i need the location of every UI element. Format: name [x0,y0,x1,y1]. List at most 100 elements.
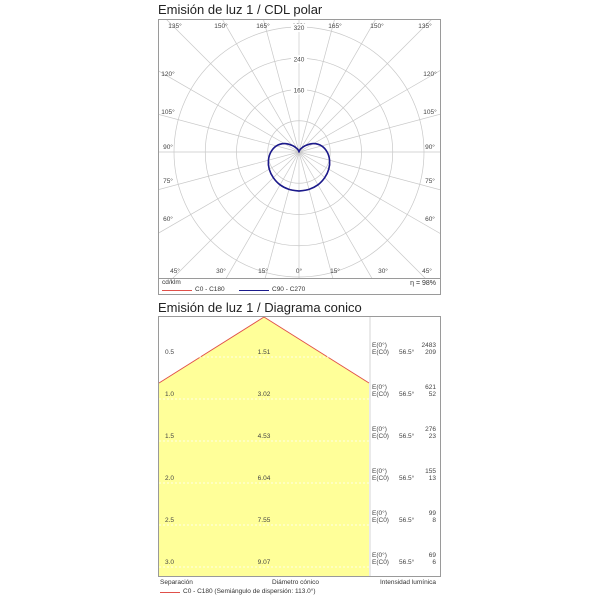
radial-label-bg [291,24,307,32]
footer-intensity-label: Intensidad lumínica [380,579,437,586]
row-half-angle: 56.5° [399,558,415,566]
footer-legend-label: C0 - C180 (Semiángulo de dispersión: 113… [183,588,316,595]
row-ec0-value: 8 [432,517,436,524]
row-e0-label: E(0°) [372,383,387,391]
row-diameter: 6.04 [258,475,271,482]
polar-spoke [298,20,432,153]
row-e0-label: E(0°) [372,551,387,559]
angle-label-left: 60° [163,215,173,223]
angle-label-right: 90° [425,143,435,151]
row-half-angle: 56.5° [399,390,415,398]
polar-spoke [298,70,440,153]
angle-label-top: 165° [256,22,270,30]
row-half-angle: 56.5° [399,474,415,482]
row-ec0-value: 13 [429,475,437,482]
angle-label-top: 150° [370,22,384,30]
cone-fill [159,317,369,576]
polar-spoke [298,151,440,234]
footer-diameter-label: Diámetro cónico [272,579,319,586]
row-ec0-value: 6 [432,559,436,566]
row-half-angle: 56.5° [399,432,415,440]
polar-spoke [166,20,300,153]
polar-chart-title: Emisión de luz 1 / CDL polar [158,2,323,17]
row-e0-value: 2483 [422,342,437,349]
legend-label-c90: C90 - C270 [272,286,306,293]
polar-spoke [263,20,300,153]
row-e0-value: 276 [425,426,436,433]
polar-spoke [172,151,300,278]
polar-spoke [298,151,334,278]
polar-spoke [225,151,300,278]
footer-legend-line [160,592,180,593]
legend-line-c90 [239,290,269,291]
row-diameter: 9.07 [258,559,271,566]
cone-edge-left [159,317,265,384]
efficiency-label: η = 98% [410,280,436,287]
polar-spoke [159,114,300,153]
angle-label-top: 165° [328,22,342,30]
row-ec0-label: E(C0) [372,475,389,482]
angle-label-bottom: 45° [422,267,432,275]
row-ec0-value: 23 [429,433,437,440]
cone-edge-right [263,317,370,384]
polar-spoke [159,151,300,190]
polar-grid [159,20,440,278]
cone-chart-title: Emisión de luz 1 / Diagrama conico [158,300,362,315]
radial-label: 320 [294,25,305,32]
row-ec0-label: E(C0) [372,517,389,524]
row-diameter: 1.51 [258,349,271,356]
row-half-angle: 56.5° [399,516,415,524]
angle-label-right: 120° [423,70,437,78]
angle-label-bottom: 30° [216,267,226,275]
angle-label-right: 75° [425,177,435,185]
angle-label-bottom: 45° [170,267,180,275]
angle-label-left: 90° [163,143,173,151]
angle-label-bottom: 0° [296,267,303,275]
row-ec0-label: E(C0) [372,349,389,356]
polar-spoke [298,113,440,153]
legend-label-c0: C0 - C180 [195,286,225,293]
cone-diagram-panel: 0.5 1.51 E(0°) E(C0) 56.5° 2483 209 1.0 3.02 E(0°… [158,316,441,577]
footer-separation-label: Separación [160,579,193,586]
row-e0-label: E(0°) [372,467,387,475]
angle-label-bottom: 30° [378,267,388,275]
angle-label-bottom: 15° [330,267,340,275]
polar-chart: 135°150°165°180°165°150°135°45°30°15°0°1… [159,20,440,278]
angle-label-right: 105° [423,108,437,116]
radial-label-bg [291,86,307,95]
row-e0-value: 155 [425,468,436,475]
angle-label-top: 150° [214,22,228,30]
row-separation: 2.0 [165,475,174,482]
angle-label-bottom: 15° [258,267,268,275]
row-separation: 1.0 [165,391,174,398]
polar-spoke [298,151,426,278]
row-separation: 1.5 [165,433,174,440]
row-diameter: 3.02 [258,391,271,398]
radial-label-bg [291,55,307,64]
polar-series-1 [267,142,331,192]
polar-spoke [264,151,300,278]
polar-spoke [222,20,300,153]
polar-spoke [298,151,373,278]
row-e0-value: 99 [429,510,437,517]
row-separation: 3.0 [165,559,174,566]
angle-label-top: 135° [168,22,182,30]
row-ec0-label: E(C0) [372,391,389,398]
row-e0-value: 621 [425,384,436,391]
polar-spoke [159,151,300,234]
row-e0-label: E(0°) [372,341,387,349]
row-e0-label: E(0°) [372,425,387,433]
row-separation: 2.5 [165,517,174,524]
row-e0-label: E(0°) [372,509,387,517]
radial-label: 240 [294,56,305,63]
unit-label: cd/klm [162,279,181,286]
row-diameter: 7.55 [258,517,271,524]
row-ec0-label: E(C0) [372,433,389,440]
legend-line-c0 [162,290,192,291]
polar-legend: cd/klm η = 98% C0 - C180 C90 - C270 [159,278,440,295]
row-ec0-value: 52 [429,391,437,398]
polar-spoke [298,151,440,191]
angle-label-left: 75° [163,177,173,185]
radial-label: 160 [294,88,305,95]
